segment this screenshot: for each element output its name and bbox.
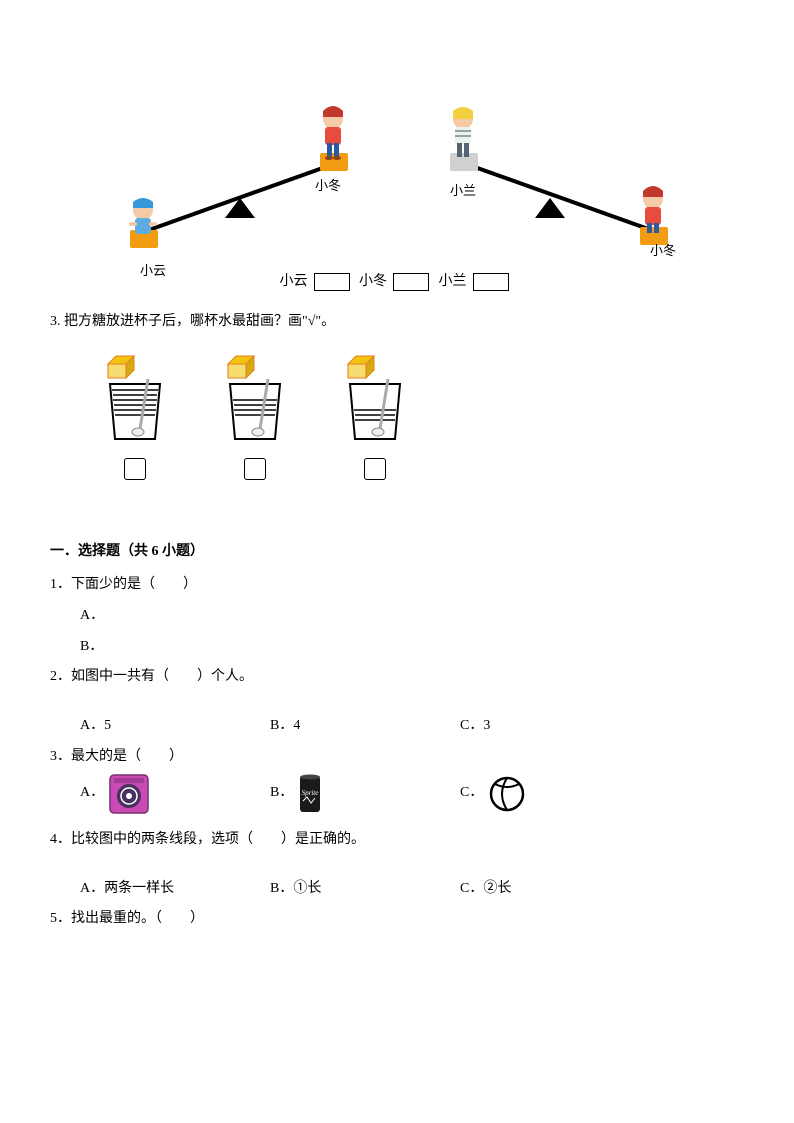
s2-q1-a: A．: [80, 601, 744, 632]
s2-q4-c: C．②长: [460, 874, 650, 905]
q3-number: 3.: [50, 314, 61, 329]
ball-icon: [487, 774, 527, 814]
s2-q3-opts: A． B． Sprite C．: [80, 773, 744, 815]
s2-q3: 3．最大的是（ ）: [50, 742, 744, 773]
answer-name-1: 小云: [280, 274, 308, 289]
s2-q2-b: B．4: [270, 711, 460, 742]
s2-q3-b-label: B．: [270, 778, 293, 809]
q3-text: 把方糖放进杯子后，哪杯水最甜画？画"√"。: [64, 314, 335, 329]
cup-1: [100, 354, 170, 480]
answer-name-3: 小兰: [439, 274, 467, 289]
cup-2: [220, 354, 290, 480]
s2-q1: 1．下面少的是（ ）: [50, 570, 744, 601]
washer-icon: [108, 773, 150, 815]
can-icon: Sprite: [297, 773, 323, 815]
s2-q3-a: A．: [80, 773, 270, 815]
cup-3: [340, 354, 410, 480]
s2-q3-c-label: C．: [460, 778, 483, 809]
label-xiaodong-1: 小冬: [315, 175, 341, 194]
label-xiaoyun: 小云: [140, 260, 166, 279]
s2-q3-b: B． Sprite: [270, 773, 460, 815]
label-xiaolan: 小兰: [450, 180, 476, 199]
seesaw-diagram: 小云 小冬 小兰 小冬: [100, 60, 744, 270]
svg-text:Sprite: Sprite: [302, 789, 319, 797]
s2-q4-b: B．①长: [270, 874, 460, 905]
cup-check-2[interactable]: [244, 458, 266, 480]
s2-q2-a: A．5: [80, 711, 270, 742]
label-xiaodong-2: 小冬: [650, 240, 676, 259]
question-3: 3. 把方糖放进杯子后，哪杯水最甜画？画"√"。: [50, 309, 744, 334]
s2-q4-a: A．两条一样长: [80, 874, 270, 905]
seesaw-left: [100, 60, 380, 260]
answer-box-2[interactable]: [393, 273, 429, 291]
s2-q3-a-label: A．: [80, 778, 104, 809]
answer-name-2: 小冬: [359, 274, 387, 289]
s2-q4: 4．比较图中的两条线段，选项（ ）是正确的。: [50, 825, 744, 856]
s2-q4-opts: A．两条一样长 B．①长 C．②长: [80, 874, 744, 905]
cup-check-1[interactable]: [124, 458, 146, 480]
seesaw-right: [400, 60, 700, 260]
s2-q2: 2．如图中一共有（ ）个人。: [50, 662, 744, 693]
s2-q1-b: B．: [80, 632, 744, 663]
s2-q2-c: C．3: [460, 711, 650, 742]
s2-q5: 5．找出最重的。（ ）: [50, 904, 744, 935]
section-title: 一．选择题（共 6 小题）: [50, 540, 744, 560]
s2-q2-opts: A．5 B．4 C．3: [80, 711, 744, 742]
answer-box-1[interactable]: [314, 273, 350, 291]
s2-q3-c: C．: [460, 773, 650, 815]
cups-row: [100, 354, 744, 480]
cup-check-3[interactable]: [364, 458, 386, 480]
answer-box-3[interactable]: [473, 273, 509, 291]
